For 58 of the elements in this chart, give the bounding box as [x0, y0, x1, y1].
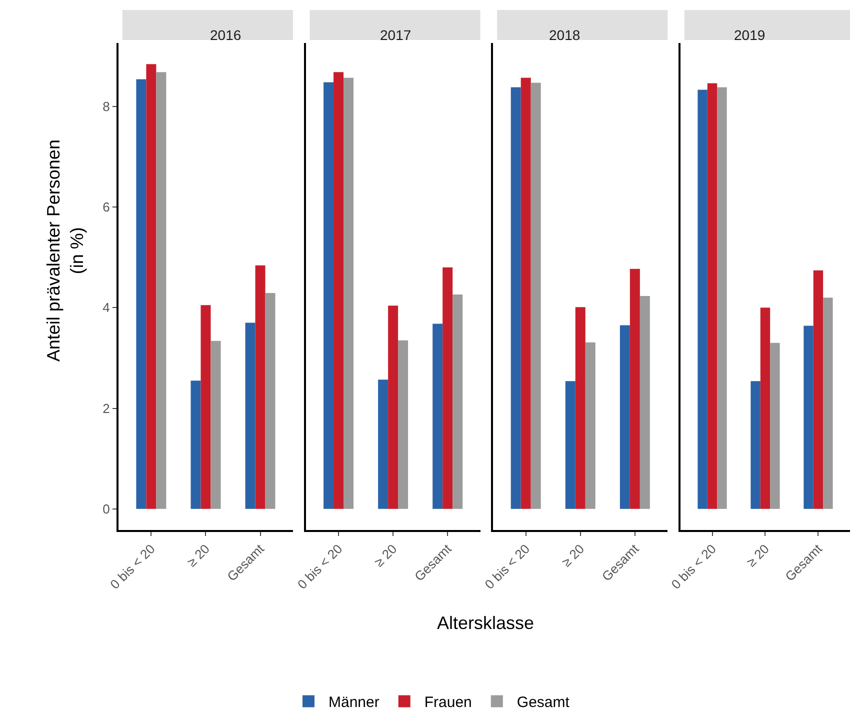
legend-label: Frauen [424, 694, 472, 712]
bar [136, 79, 146, 509]
legend-label: Männer [328, 694, 380, 712]
bar [640, 296, 650, 509]
y-tick-label: 2 [102, 400, 110, 416]
bar [265, 293, 276, 509]
bar [823, 298, 833, 509]
x-tick-label: ≥ 20 [184, 541, 212, 570]
bar [344, 78, 354, 509]
bar [398, 340, 408, 509]
bar [804, 326, 814, 509]
x-tick-label: 0 bis < 20 [668, 541, 719, 592]
bar [156, 72, 166, 509]
bar [245, 322, 256, 509]
x-tick-label: 0 bis < 20 [294, 541, 346, 592]
bar [760, 308, 770, 509]
bar [210, 340, 221, 509]
bar [698, 90, 708, 509]
x-tick-label: 0 bis < 20 [107, 541, 158, 592]
bar [530, 82, 541, 509]
bar [200, 305, 211, 509]
bar [520, 78, 531, 509]
x-tick-label: ≥ 20 [558, 541, 588, 570]
bar [620, 325, 630, 509]
bar [630, 268, 640, 509]
bar [707, 83, 718, 509]
y-axis-title: Anteil prävalenter Personen (in %) [43, 140, 87, 362]
bar [324, 82, 334, 509]
chart-title: 2018 [549, 27, 580, 43]
y-tick-label: 4 [102, 300, 110, 316]
x-axis-title: Altersklasse [437, 613, 534, 633]
bar [190, 380, 201, 509]
x-tick-label: ≥ 20 [744, 541, 772, 570]
chart-title: 2016 [210, 27, 242, 43]
y-tick-label: 6 [102, 200, 110, 215]
bar [452, 294, 463, 509]
bar [388, 306, 398, 509]
chart-title: 2019 [734, 27, 766, 43]
bar [146, 64, 156, 509]
bar [575, 307, 586, 509]
bar [585, 342, 596, 509]
bar [770, 342, 780, 509]
chart-title: 2017 [380, 27, 412, 43]
y-tick-label: 0 [102, 501, 110, 516]
bar [378, 380, 388, 509]
bar [334, 72, 344, 509]
y-tick-label: 8 [102, 98, 110, 114]
bar [510, 87, 521, 509]
bar [717, 87, 727, 509]
x-tick-label: ≥ 20 [371, 541, 400, 570]
bar [442, 267, 453, 509]
bar [432, 324, 443, 509]
x-tick-label: 0 bis < 20 [482, 541, 533, 592]
bar [255, 265, 266, 509]
bar [750, 381, 760, 509]
legend-label: Gesamt [516, 694, 570, 712]
bar [813, 270, 824, 509]
bar [565, 381, 576, 509]
